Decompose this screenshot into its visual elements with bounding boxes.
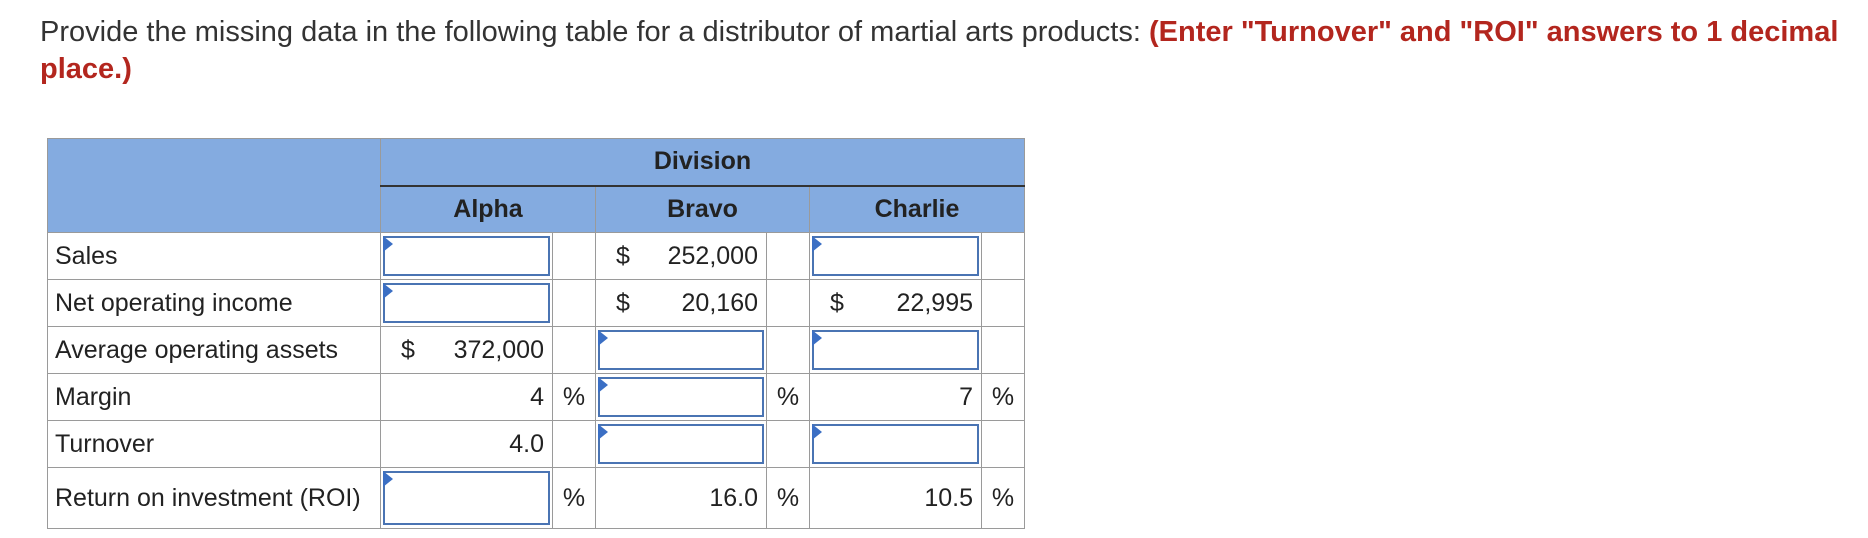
charlie-assets-input[interactable]: [814, 332, 977, 368]
percent-sign: %: [552, 467, 596, 529]
row-label: Net operating income: [47, 279, 381, 327]
input-flag-icon: [383, 283, 393, 299]
row-label: Return on investment (ROI): [47, 467, 381, 529]
alpha-turnover-value: 4.0: [380, 420, 553, 468]
input-flag-icon: [598, 377, 608, 393]
currency-symbol: $: [401, 335, 415, 364]
charlie-sales-input-box: [812, 236, 979, 276]
column-header-alpha: Alpha: [380, 185, 596, 233]
row-label: Margin: [47, 373, 381, 421]
alpha-roi-input[interactable]: [385, 473, 548, 523]
bravo-roi-value: 16.0: [595, 467, 767, 529]
alpha-margin-value: 4: [380, 373, 553, 421]
table-row: Average operating assets $372,000: [47, 326, 1025, 374]
row-label: Average operating assets: [47, 326, 381, 374]
header-blank-cell: [47, 138, 381, 233]
input-flag-icon: [383, 471, 393, 487]
column-header-charlie: Charlie: [809, 185, 1025, 233]
currency-symbol: $: [616, 288, 630, 317]
charlie-noi-value: 22,995: [896, 288, 973, 317]
charlie-turnover-input[interactable]: [814, 426, 977, 462]
alpha-sales-input[interactable]: [385, 238, 548, 274]
charlie-turnover-input-box: [812, 424, 979, 464]
bravo-turnover-input-box: [598, 424, 764, 464]
charlie-assets-input-box: [812, 330, 979, 370]
bravo-assets-input-box: [598, 330, 764, 370]
input-flag-icon: [812, 424, 822, 440]
table-row: Turnover 4.0: [47, 420, 1025, 468]
percent-sign: %: [981, 373, 1025, 421]
input-flag-icon: [383, 236, 393, 252]
row-label: Turnover: [47, 420, 381, 468]
row-label: Sales: [47, 232, 381, 280]
alpha-assets-value: 372,000: [453, 335, 544, 364]
header-row-group: Division: [47, 138, 1025, 233]
bravo-noi-value: 20,160: [681, 288, 758, 317]
percent-sign: %: [981, 467, 1025, 529]
currency-symbol: $: [830, 288, 844, 317]
bravo-margin-input[interactable]: [600, 379, 762, 415]
input-flag-icon: [812, 236, 822, 252]
bravo-margin-input-box: [598, 377, 764, 417]
charlie-margin-value: 7: [809, 373, 982, 421]
currency-symbol: $: [616, 241, 630, 270]
question-prompt: Provide the missing data in the followin…: [40, 14, 1840, 88]
bravo-turnover-input[interactable]: [600, 426, 762, 462]
alpha-noi-input-box: [383, 283, 550, 323]
division-header: Division: [380, 138, 1025, 187]
percent-sign: %: [766, 467, 810, 529]
input-flag-icon: [598, 424, 608, 440]
percent-sign: %: [552, 373, 596, 421]
alpha-sales-input-box: [383, 236, 550, 276]
charlie-sales-input[interactable]: [814, 238, 977, 274]
bravo-sales-value: 252,000: [667, 241, 758, 270]
input-flag-icon: [812, 330, 822, 346]
table-row: Net operating income $20,160 $22,995: [47, 279, 1025, 327]
table-row: Return on investment (ROI) % 16.0 % 10.5…: [47, 467, 1025, 529]
alpha-roi-input-box: [383, 471, 550, 525]
alpha-noi-input[interactable]: [385, 285, 548, 321]
table-row: Margin 4 % % 7 %: [47, 373, 1025, 421]
data-table: Division Alpha Bravo Charlie Sales $252,…: [47, 138, 1025, 529]
table-row: Sales $252,000: [47, 232, 1025, 280]
input-flag-icon: [598, 330, 608, 346]
charlie-roi-value: 10.5: [809, 467, 982, 529]
header-row-columns: Alpha Bravo Charlie: [48, 185, 1025, 233]
column-header-bravo: Bravo: [595, 185, 810, 233]
prompt-text: Provide the missing data in the followin…: [40, 16, 1149, 48]
percent-sign: %: [766, 373, 810, 421]
bravo-assets-input[interactable]: [600, 332, 762, 368]
prompt-instruction: (Enter "Turnover" and "ROI" answers to 1…: [40, 16, 1839, 85]
